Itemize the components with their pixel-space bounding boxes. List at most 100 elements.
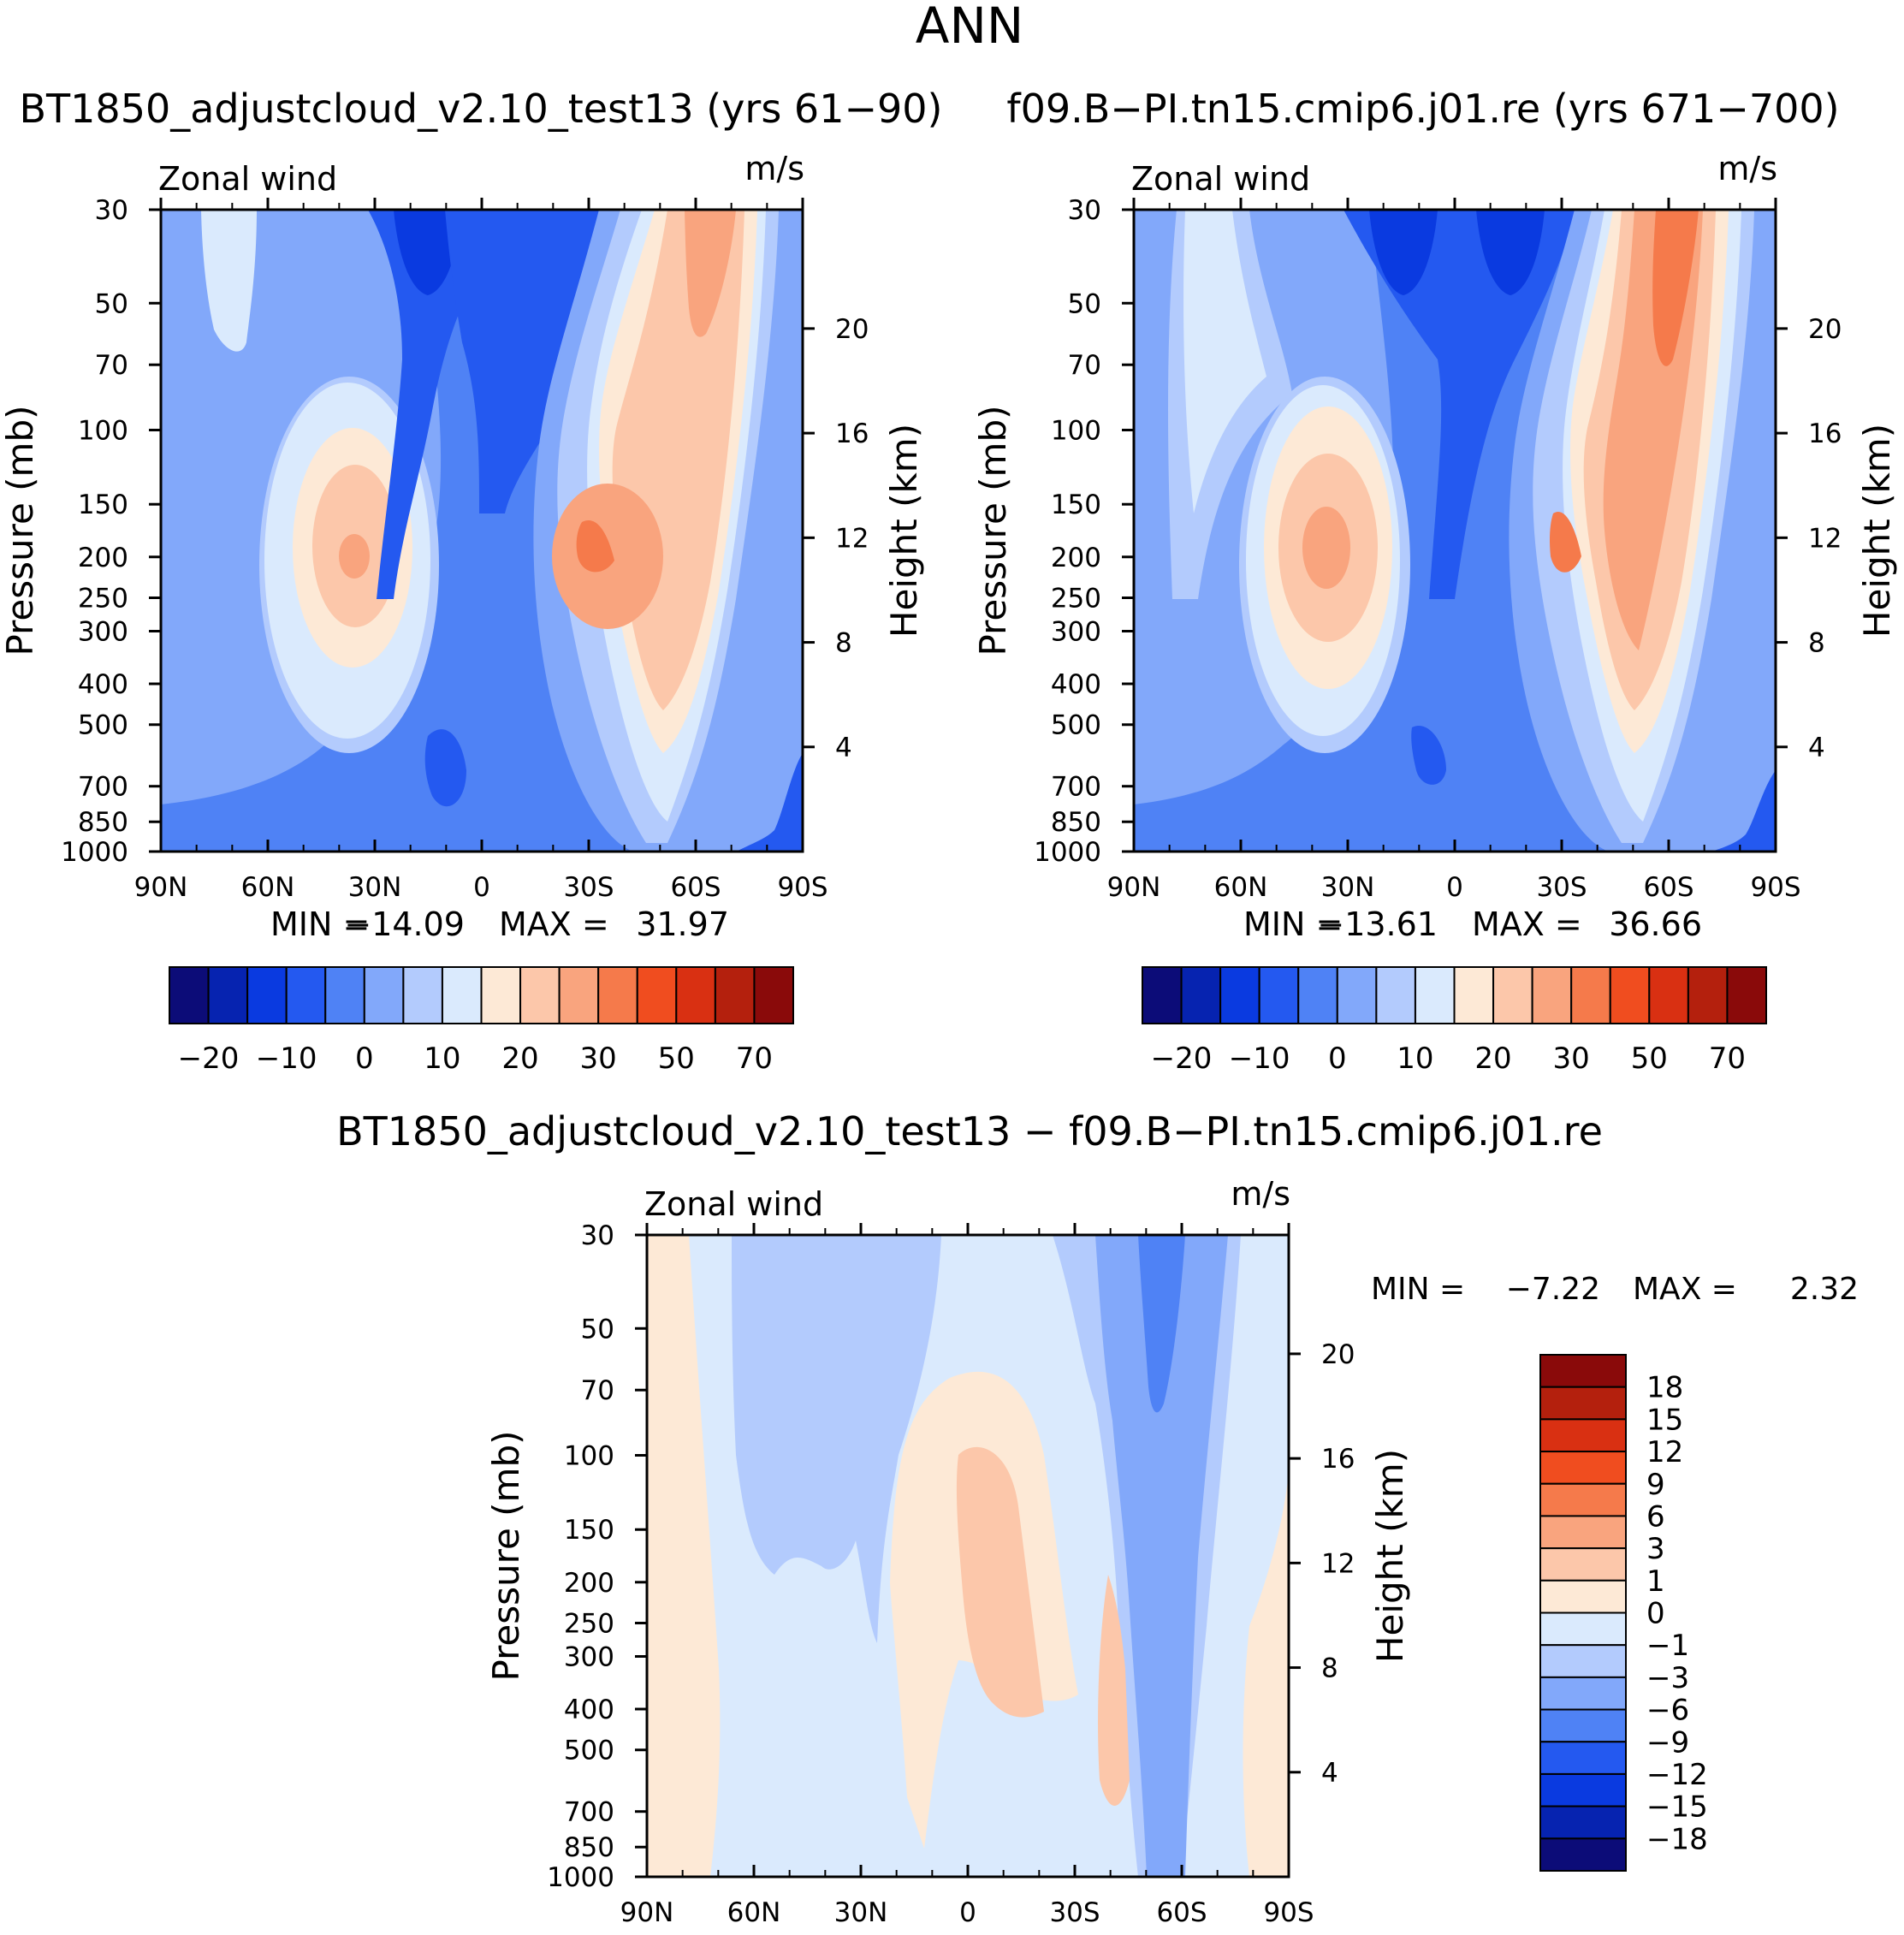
colorbar-swatch bbox=[1539, 1547, 1627, 1582]
fill-neg-10-strat bbox=[1343, 210, 1575, 599]
colorbar-swatch bbox=[1539, 1482, 1627, 1517]
colorbar-swatch bbox=[402, 966, 443, 1024]
y2-tick-label: 4 bbox=[1808, 733, 1825, 763]
x-tick-label: 0 bbox=[959, 1897, 976, 1928]
y-tick-label: 700 bbox=[78, 772, 128, 803]
colorbar-swatch bbox=[597, 966, 638, 1024]
y-tick-label: 850 bbox=[1051, 807, 1101, 838]
y-tick-label: 300 bbox=[564, 1641, 614, 1672]
y2-tick-label: 20 bbox=[1808, 314, 1842, 345]
max-label: MAX = bbox=[499, 905, 609, 943]
colorbar-swatch bbox=[1539, 1579, 1627, 1614]
y-tick-label: 200 bbox=[78, 543, 128, 573]
x-tick-label: 30S bbox=[563, 872, 614, 903]
colorbar-label: 1 bbox=[1646, 1564, 1665, 1599]
fill-pos-40-south bbox=[576, 520, 614, 573]
colorbar-label: 6 bbox=[1646, 1499, 1665, 1534]
colorbar-swatch bbox=[207, 966, 249, 1024]
y2-tick-label: 4 bbox=[835, 733, 852, 763]
y-tick-label: 50 bbox=[95, 288, 128, 319]
y2-tick-label: 16 bbox=[835, 418, 869, 449]
colorbar-swatch bbox=[441, 966, 483, 1024]
colorbar-label: −18 bbox=[1646, 1822, 1708, 1856]
y-tick-label: 500 bbox=[78, 710, 128, 741]
min-value: −7.22 bbox=[1506, 1272, 1600, 1307]
units-label: m/s bbox=[1231, 1175, 1290, 1213]
fill-pos-antarctic bbox=[1243, 1472, 1289, 1877]
x-tick-label: 90N bbox=[1107, 872, 1161, 903]
contour-field bbox=[647, 1235, 1289, 1877]
colorbar-swatch bbox=[675, 966, 716, 1024]
fill-pos-1-south bbox=[1098, 1575, 1130, 1806]
colorbar-swatch bbox=[1539, 1515, 1627, 1550]
fill-pos-40-south bbox=[1550, 512, 1581, 573]
colorbar-label: 50 bbox=[1631, 1042, 1668, 1076]
panel-test13: BT1850_adjustcloud_v2.10_test13 (yrs 61−… bbox=[0, 86, 942, 1076]
colorbar-label: 20 bbox=[1474, 1042, 1511, 1076]
y2-tick-label: 8 bbox=[1321, 1653, 1338, 1684]
y-axis-title: Pressure (mb) bbox=[0, 405, 41, 656]
colorbar-label: 50 bbox=[658, 1042, 695, 1076]
x-tick-label: 30N bbox=[1321, 872, 1375, 903]
colorbar-swatch bbox=[558, 966, 600, 1024]
max-label: MAX = bbox=[1472, 905, 1582, 943]
colorbar-label: 70 bbox=[1709, 1042, 1746, 1076]
colorbar-swatch bbox=[1726, 966, 1767, 1024]
colorbar-label: 9 bbox=[1646, 1468, 1665, 1502]
x-tick-label: 90S bbox=[1750, 872, 1800, 903]
y2-tick-label: 16 bbox=[1808, 418, 1842, 449]
colorbar-swatch bbox=[1531, 966, 1573, 1024]
y2-tick-label: 8 bbox=[1808, 628, 1825, 659]
fill-neg-10-antarctic bbox=[1711, 770, 1776, 852]
y-tick-label: 200 bbox=[1051, 543, 1101, 573]
max-value: 31.97 bbox=[636, 905, 729, 943]
fill-pos-north bbox=[647, 1235, 721, 1877]
y-tick-label: 300 bbox=[1051, 616, 1101, 647]
colorbar-label: −10 bbox=[1229, 1042, 1290, 1076]
y-tick-label: 250 bbox=[564, 1608, 614, 1639]
y-tick-label: 500 bbox=[1051, 710, 1101, 741]
colorbar-swatch bbox=[753, 966, 794, 1024]
x-tick-label: 60N bbox=[727, 1897, 781, 1928]
left-label: Zonal wind bbox=[644, 1185, 823, 1223]
colorbar-label: 10 bbox=[1397, 1042, 1433, 1076]
y2-tick-label: 4 bbox=[1321, 1758, 1338, 1789]
min-value: −13.61 bbox=[1317, 905, 1438, 943]
y2-tick-label: 8 bbox=[835, 628, 852, 659]
colorbar: −20 −10 0 10 20 30 50 70 bbox=[169, 966, 794, 1076]
colorbar-swatch bbox=[1492, 966, 1533, 1024]
colorbar-label: −20 bbox=[178, 1042, 240, 1076]
colorbar-swatch bbox=[1539, 1386, 1627, 1421]
colorbar-swatch bbox=[1258, 966, 1300, 1024]
colorbar-swatch bbox=[1336, 966, 1378, 1024]
colorbar-label: −9 bbox=[1646, 1725, 1689, 1760]
colorbar-label: −20 bbox=[1151, 1042, 1213, 1076]
y-tick-label: 1000 bbox=[1034, 837, 1101, 868]
fill-pos-30-north bbox=[1302, 507, 1350, 589]
colorbar-label: 0 bbox=[1646, 1597, 1665, 1631]
fill-neg-15-strat-a bbox=[394, 210, 462, 295]
colorbar-swatch bbox=[1539, 1772, 1627, 1807]
panel-title: BT1850_adjustcloud_v2.10_test13 − f09.B−… bbox=[336, 1108, 1603, 1154]
colorbar-swatch bbox=[1539, 1708, 1627, 1743]
x-tick-label: 90S bbox=[777, 872, 827, 903]
x-tick-label: 60S bbox=[1156, 1897, 1207, 1928]
fill-neg-10-antarctic bbox=[736, 753, 803, 852]
colorbar-swatch bbox=[480, 966, 522, 1024]
y-tick-label: 1000 bbox=[547, 1862, 614, 1893]
colorbar-swatch bbox=[246, 966, 288, 1024]
x-tick-label: 30N bbox=[348, 872, 402, 903]
x-tick-label: 90N bbox=[620, 1897, 674, 1928]
y2-axis-title: Height (km) bbox=[883, 424, 925, 638]
y-tick-label: 700 bbox=[564, 1797, 614, 1828]
max-value: 2.32 bbox=[1790, 1272, 1859, 1307]
colorbar-label: −3 bbox=[1646, 1661, 1689, 1695]
min-label: MIN = bbox=[270, 905, 370, 943]
colorbar-swatch bbox=[1539, 1612, 1627, 1647]
colorbar-swatch bbox=[519, 966, 561, 1024]
y-tick-label: 70 bbox=[95, 350, 128, 381]
fill-neg-9-strat bbox=[1138, 1235, 1185, 1413]
x-tick-label: 90N bbox=[134, 872, 188, 903]
colorbar-label: 15 bbox=[1646, 1403, 1683, 1437]
colorbar-label: 3 bbox=[1646, 1532, 1665, 1566]
